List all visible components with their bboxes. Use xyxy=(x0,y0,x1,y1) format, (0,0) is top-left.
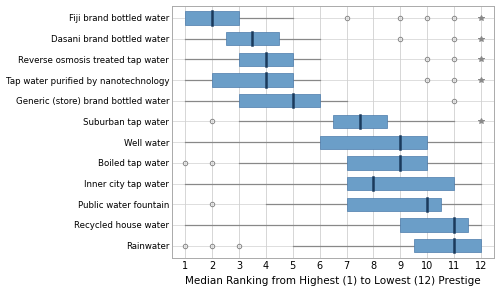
Bar xyxy=(186,11,239,25)
Bar xyxy=(239,53,293,66)
Bar xyxy=(212,74,293,87)
Bar xyxy=(346,156,427,170)
Bar xyxy=(346,198,440,211)
Bar xyxy=(400,218,468,232)
Bar xyxy=(333,115,387,128)
Bar xyxy=(239,94,320,107)
X-axis label: Median Ranking from Highest (1) to Lowest (12) Prestige: Median Ranking from Highest (1) to Lowes… xyxy=(186,277,481,286)
Bar xyxy=(346,177,454,190)
Bar xyxy=(320,135,427,149)
Bar xyxy=(414,239,481,252)
Bar xyxy=(226,32,280,45)
